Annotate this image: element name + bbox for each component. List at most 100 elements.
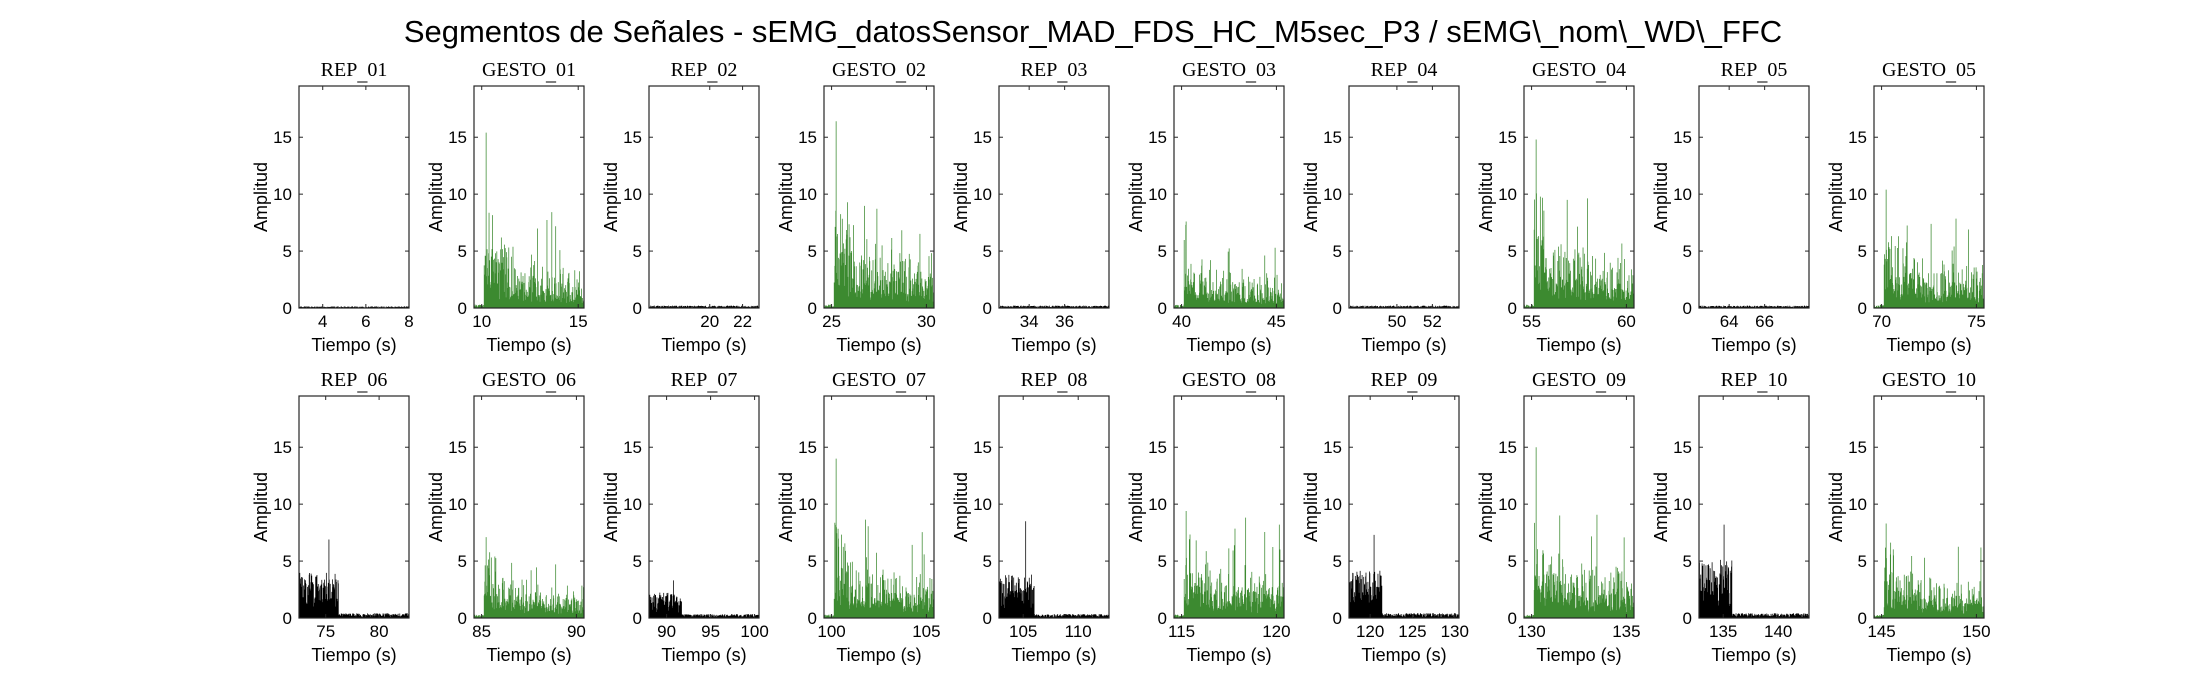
x-tick-label: 100 bbox=[817, 622, 845, 641]
y-tick-label: 0 bbox=[1333, 299, 1342, 318]
subplot-gesto-03: GESTO_03 0 5 10 15 40 45 Tiempo (s) Amplitud bbox=[1126, 59, 1286, 355]
subplot-title: GESTO_06 bbox=[482, 369, 576, 395]
subplot-title: REP_04 bbox=[1371, 59, 1438, 85]
subplot-gesto-08: GESTO_08 0 5 10 15 115 120 Tiempo (s) Amplitud bbox=[1126, 369, 1291, 665]
subplot-gesto-10: GESTO_10 0 5 10 15 145 150 Tiempo (s) Amplitud bbox=[1826, 369, 1991, 665]
y-axis-label: Amplitud bbox=[426, 162, 446, 232]
axes-box bbox=[1173, 395, 1285, 619]
y-tick-label: 5 bbox=[1683, 242, 1692, 261]
y-axis-label: Amplitud bbox=[1476, 162, 1496, 232]
x-tick-label: 4 bbox=[318, 312, 327, 331]
y-tick-label: 5 bbox=[283, 242, 292, 261]
signal-trace-rep bbox=[298, 539, 410, 618]
x-axis-label: Tiempo (s) bbox=[1711, 645, 1796, 665]
y-tick-label: 5 bbox=[1508, 552, 1517, 571]
x-tick-label: 125 bbox=[1398, 622, 1426, 641]
y-tick-label: 10 bbox=[1148, 185, 1167, 204]
x-axis-label: Tiempo (s) bbox=[661, 335, 746, 355]
subplot-title: REP_06 bbox=[321, 369, 388, 395]
y-tick-label: 0 bbox=[633, 299, 642, 318]
y-tick-label: 5 bbox=[1158, 242, 1167, 261]
y-tick-label: 15 bbox=[273, 438, 292, 457]
signal-trace-gesto bbox=[1523, 447, 1635, 618]
y-axis-label: Amplitud bbox=[1301, 162, 1321, 232]
y-axis-label: Amplitud bbox=[251, 472, 271, 542]
y-tick-label: 10 bbox=[1498, 495, 1517, 514]
y-tick-label: 10 bbox=[1323, 185, 1342, 204]
y-tick-label: 5 bbox=[808, 242, 817, 261]
subplot-gesto-06: GESTO_06 0 5 10 15 85 90 Tiempo (s) Amplitud bbox=[426, 369, 586, 665]
subplot-title: GESTO_09 bbox=[1532, 369, 1626, 395]
x-tick-label: 95 bbox=[701, 622, 720, 641]
x-axis-label: Tiempo (s) bbox=[311, 335, 396, 355]
subplot-title: GESTO_10 bbox=[1882, 369, 1976, 395]
y-axis-label: Amplitud bbox=[1651, 472, 1671, 542]
y-axis-label: Amplitud bbox=[251, 162, 271, 232]
y-tick-label: 5 bbox=[983, 242, 992, 261]
signal-trace-gesto bbox=[1173, 510, 1285, 618]
subplot-title: GESTO_02 bbox=[832, 59, 926, 85]
y-tick-label: 15 bbox=[1673, 438, 1692, 457]
x-tick-label: 150 bbox=[1962, 622, 1990, 641]
x-tick-label: 105 bbox=[1009, 622, 1037, 641]
y-tick-label: 0 bbox=[983, 299, 992, 318]
x-axis-label: Tiempo (s) bbox=[1536, 645, 1621, 665]
x-tick-label: 8 bbox=[404, 312, 413, 331]
x-axis-label: Tiempo (s) bbox=[1186, 335, 1271, 355]
y-axis-label: Amplitud bbox=[776, 472, 796, 542]
x-axis-label: Tiempo (s) bbox=[661, 645, 746, 665]
subplot-title: REP_01 bbox=[321, 59, 388, 85]
y-tick-label: 10 bbox=[798, 495, 817, 514]
y-tick-label: 0 bbox=[983, 609, 992, 628]
y-tick-label: 5 bbox=[633, 552, 642, 571]
subplot-rep-04: REP_04 0 5 10 15 50 52 Tiempo (s) Amplitud bbox=[1301, 59, 1460, 355]
y-tick-label: 5 bbox=[808, 552, 817, 571]
y-tick-label: 10 bbox=[1498, 185, 1517, 204]
axes-box bbox=[1523, 85, 1635, 309]
y-tick-label: 0 bbox=[808, 299, 817, 318]
x-axis-label: Tiempo (s) bbox=[1361, 335, 1446, 355]
y-tick-label: 10 bbox=[273, 495, 292, 514]
subplot-rep-10: REP_10 0 5 10 15 135 140 Tiempo (s) Amplitud bbox=[1651, 369, 1810, 665]
signal-trace-rep bbox=[1348, 534, 1460, 618]
x-tick-label: 40 bbox=[1172, 312, 1191, 331]
y-axis-label: Amplitud bbox=[1476, 472, 1496, 542]
x-tick-label: 90 bbox=[657, 622, 676, 641]
y-tick-label: 15 bbox=[1848, 128, 1867, 147]
y-tick-label: 5 bbox=[1508, 242, 1517, 261]
y-tick-label: 0 bbox=[283, 299, 292, 318]
y-axis-label: Amplitud bbox=[776, 162, 796, 232]
subplot-title: GESTO_04 bbox=[1532, 59, 1626, 85]
y-tick-label: 15 bbox=[1148, 128, 1167, 147]
y-tick-label: 15 bbox=[973, 438, 992, 457]
x-tick-label: 36 bbox=[1055, 312, 1074, 331]
subplot-title: REP_03 bbox=[1021, 59, 1088, 85]
signal-trace-gesto bbox=[823, 458, 935, 618]
y-tick-label: 5 bbox=[458, 552, 467, 571]
y-axis-label: Amplitud bbox=[1826, 472, 1846, 542]
y-tick-label: 0 bbox=[1858, 609, 1867, 628]
x-tick-label: 52 bbox=[1423, 312, 1442, 331]
y-tick-label: 10 bbox=[973, 495, 992, 514]
x-axis-label: Tiempo (s) bbox=[1886, 645, 1971, 665]
subplot-rep-05: REP_05 0 5 10 15 64 66 Tiempo (s) Amplitud bbox=[1651, 59, 1810, 355]
x-tick-label: 25 bbox=[822, 312, 841, 331]
x-axis-label: Tiempo (s) bbox=[1711, 335, 1796, 355]
x-tick-label: 64 bbox=[1720, 312, 1739, 331]
x-axis-label: Tiempo (s) bbox=[836, 335, 921, 355]
x-tick-label: 80 bbox=[370, 622, 389, 641]
signal-trace-rep bbox=[998, 521, 1110, 618]
x-tick-label: 50 bbox=[1387, 312, 1406, 331]
y-tick-label: 5 bbox=[633, 242, 642, 261]
signal-trace-gesto bbox=[473, 537, 585, 618]
axes-box bbox=[648, 395, 760, 619]
y-tick-label: 0 bbox=[1683, 609, 1692, 628]
subplot-rep-03: REP_03 0 5 10 15 34 36 Tiempo (s) Amplitud bbox=[951, 59, 1110, 355]
x-tick-label: 66 bbox=[1755, 312, 1774, 331]
x-tick-label: 55 bbox=[1522, 312, 1541, 331]
subplot-title: GESTO_08 bbox=[1182, 369, 1276, 395]
signal-trace-gesto bbox=[1873, 189, 1985, 308]
subplot-title: GESTO_07 bbox=[832, 369, 926, 395]
x-tick-label: 140 bbox=[1764, 622, 1792, 641]
